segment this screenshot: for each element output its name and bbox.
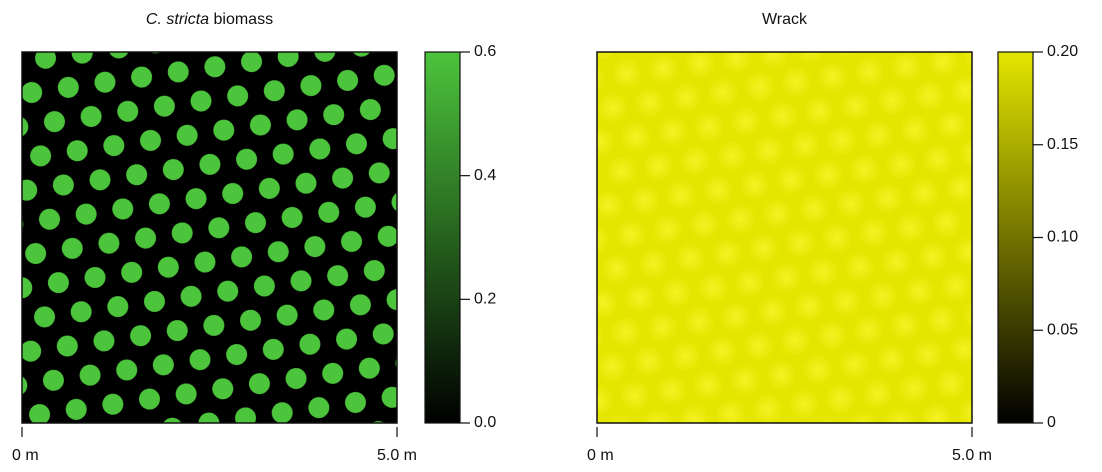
colorbar-tick-label: 0.6 — [474, 43, 496, 60]
heatmap-field — [21, 51, 398, 424]
colorbar-tick-label: 0.15 — [1047, 136, 1078, 153]
chart-title: C. stricta biomass — [146, 11, 273, 28]
chart-title: Wrack — [762, 11, 808, 28]
title-text: biomass — [214, 11, 274, 28]
x-tick-label: 5.0 m — [952, 447, 992, 464]
x-tick-label: 0 m — [587, 447, 614, 464]
colorbar-tick-label: 0 — [1047, 414, 1056, 431]
colorbar — [424, 51, 461, 424]
title-text: Wrack — [762, 11, 808, 28]
x-tick-label: 5.0 m — [377, 447, 417, 464]
colorbar-tick-label: 0.20 — [1047, 43, 1078, 60]
heatmap-field — [596, 51, 973, 424]
colorbar-tick-label: 0.2 — [474, 291, 496, 308]
title-italic: C. stricta — [146, 11, 209, 28]
x-tick-label: 0 m — [12, 447, 39, 464]
colorbar-tick-label: 0.4 — [474, 167, 496, 184]
colorbar-tick-label: 0.10 — [1047, 229, 1078, 246]
colorbar-tick-label: 0.05 — [1047, 321, 1078, 338]
colorbar-tick-label: 0.0 — [474, 414, 496, 431]
colorbar — [997, 51, 1034, 424]
